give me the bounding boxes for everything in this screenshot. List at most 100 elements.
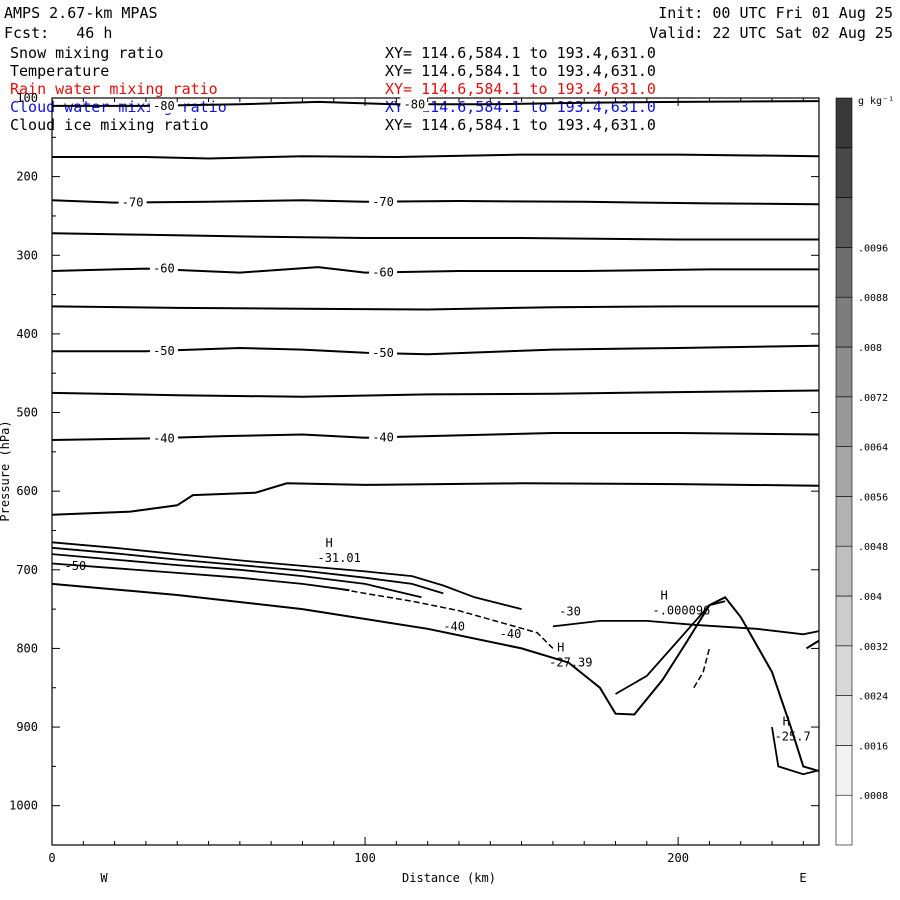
isotherm-line	[771, 726, 820, 776]
contour-label: -40	[443, 619, 465, 633]
field-name: Rain water mixing ratio	[10, 80, 218, 98]
colorbar-cell	[835, 147, 853, 198]
isotherm-line	[52, 153, 820, 160]
y-axis-label: Pressure (hPa)	[0, 420, 12, 521]
colorbar-cell	[835, 396, 853, 447]
contour-label-bg	[369, 265, 398, 280]
isotherm-dashed	[693, 648, 711, 689]
x-axis-label: Distance (km)	[402, 871, 496, 885]
extremum-value: -25.7	[775, 729, 811, 743]
extremum-marker: H	[325, 536, 332, 550]
extremum-value: -27.39	[549, 656, 592, 670]
contour-label-bg	[369, 345, 398, 360]
isotherm-label: -60	[153, 262, 175, 276]
colorbar-cell	[835, 296, 853, 348]
isotherm-line	[51, 305, 819, 311]
contour-label: -30	[559, 604, 581, 618]
colorbar-tick-label: .0008	[858, 791, 888, 802]
mixing-ratio-line	[51, 541, 522, 610]
contour-label-bg	[400, 97, 429, 112]
contour-label-bg	[149, 344, 178, 359]
field-name: Cloud water mixing ratio	[10, 98, 227, 116]
colorbar-cell	[835, 695, 853, 746]
isotherm-dashed	[333, 587, 554, 649]
isotherm-line	[51, 199, 820, 206]
x-axis: 0 100 200	[48, 98, 804, 865]
init-time: Init: 00 UTC Fri 01 Aug 25	[658, 4, 893, 22]
colorbar-tick-label: .0032	[858, 642, 888, 653]
field-name: Temperature	[10, 62, 109, 80]
isotherm-label: -50	[372, 346, 394, 360]
plot-frame	[51, 97, 820, 846]
colorbar-tick-label: .0064	[858, 443, 888, 454]
terrain-line	[805, 639, 820, 650]
y-tick-label: 500	[16, 406, 38, 420]
model-title: AMPS 2.67-km MPAS	[4, 4, 158, 22]
isotherm-label: -50	[153, 344, 175, 358]
colorbar-tick-label: .0056	[858, 492, 888, 503]
contour-label-bg	[149, 98, 178, 113]
isotherm-label: -60	[372, 266, 394, 280]
extremum-marker: H	[783, 714, 790, 728]
forecast-hour: Fcst: 46 h	[4, 24, 112, 42]
isotherm-label: -80	[153, 99, 175, 113]
colorbar-unit: g kg⁻¹	[858, 96, 894, 107]
isotherm-label: -70	[122, 196, 144, 210]
field-extent: XY= 114.6,584.1 to 193.4,631.0	[385, 44, 656, 62]
y-tick-label: 300	[16, 248, 38, 262]
y-tick-label: 800	[16, 641, 38, 655]
isotherm-label: -80	[404, 97, 426, 111]
mixing-ratio-contours	[51, 541, 820, 776]
colorbar-tick-label: .0024	[858, 692, 888, 703]
isotherm-label: -70	[372, 195, 394, 209]
isotherm-line	[552, 620, 820, 636]
contour-label-bg	[149, 431, 178, 446]
valid-time: Valid: 22 UTC Sat 02 Aug 25	[649, 24, 893, 42]
isotherm-line	[615, 600, 726, 695]
colorbar-tick-label: .0072	[858, 393, 888, 404]
y-tick-label: 900	[16, 720, 38, 734]
field-extent: XY= 114.6,584.1 to 193.4,631.0	[385, 116, 656, 134]
isotherm-line	[51, 482, 820, 516]
y-tick-label: 200	[16, 170, 38, 184]
y-tick-label: 100	[16, 91, 38, 105]
y-tick-label: 700	[16, 563, 38, 577]
field-name: Cloud ice mixing ratio	[10, 116, 209, 134]
colorbar-cell	[835, 97, 853, 149]
west-label: W	[100, 871, 108, 885]
contour-label-bg	[149, 261, 178, 276]
colorbar-tick-label: .0048	[858, 542, 888, 553]
field-extent: XY= 114.6,584.1 to 193.4,631.0	[385, 80, 656, 98]
annotations: H-31.01H-.000096H-27.39H-25.7-50-40-40-3…	[65, 536, 811, 743]
colorbar-tick-label: .0088	[858, 293, 888, 304]
colorbar-tick-label: .0096	[858, 243, 888, 254]
y-axis: 100 200 300 400 500 600 700 800 900 1000	[9, 91, 819, 846]
y-tick-label: 600	[16, 484, 38, 498]
colorbar-cell	[835, 496, 853, 547]
contour-label: -50	[65, 559, 87, 573]
isotherm-label: -40	[372, 431, 394, 445]
colorbar-cell	[835, 346, 853, 398]
terrain-line	[51, 582, 820, 773]
extremum-value: -31.01	[317, 551, 360, 565]
contour-label-bg	[118, 195, 147, 210]
colorbar-cell	[835, 197, 853, 248]
colorbar-cell	[835, 247, 853, 298]
y-tick-label: 400	[16, 327, 38, 341]
contour-label-bg	[369, 430, 398, 445]
colorbar-tick-label: .004	[858, 592, 882, 603]
colorbar-cell	[835, 595, 853, 647]
east-label: E	[799, 871, 806, 885]
field-name: Snow mixing ratio	[10, 44, 164, 62]
isotherm-line	[51, 389, 820, 398]
colorbar-cell	[835, 446, 853, 497]
colorbar: .0008 .0016 .0024 .0032 .004 .0048 .0056 .0064.…	[835, 97, 888, 846]
x-tick-label: 100	[354, 851, 376, 865]
isotherm-contours: -80 -80 -70 -70 -60 -60 -50 -50 -40 -40	[51, 97, 820, 516]
mixing-ratio-line	[51, 553, 422, 599]
x-tick-label: 0	[48, 851, 55, 865]
colorbar-cell	[835, 745, 853, 796]
colorbar-tick-label: .008	[858, 343, 882, 354]
colorbar-cell	[835, 794, 853, 846]
